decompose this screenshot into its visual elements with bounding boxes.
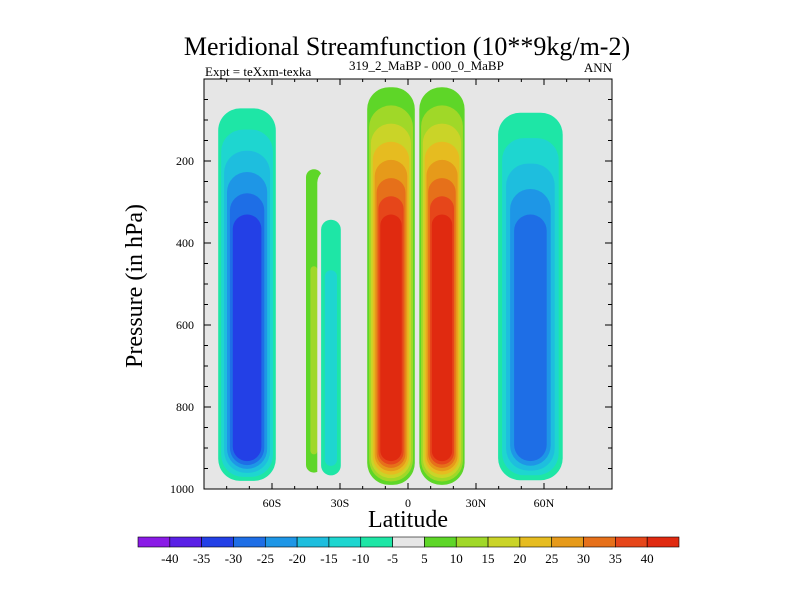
southern-midlat-weak-positive-cell-contour-10 bbox=[310, 266, 318, 455]
colorbar-label: -40 bbox=[161, 551, 178, 566]
colorbar-label: 40 bbox=[641, 551, 654, 566]
colorbar-box bbox=[328, 536, 362, 548]
northern-midlat-negative-cell-contour-neg30 bbox=[514, 214, 547, 462]
colorbar-label: -15 bbox=[320, 551, 337, 566]
colorbar-label: 15 bbox=[482, 551, 495, 566]
colorbar-label: -20 bbox=[288, 551, 305, 566]
x-tick-label: 0 bbox=[405, 496, 411, 510]
colorbar-box bbox=[487, 536, 521, 548]
northern-tropical-positive-cell-contour-40 bbox=[431, 214, 453, 462]
colorbar-box bbox=[137, 536, 171, 548]
colorbar-label: -10 bbox=[352, 551, 369, 566]
northern-midlat-negative-cell bbox=[494, 87, 567, 485]
northern-tropical-positive-cell bbox=[419, 87, 465, 485]
colorbar-box bbox=[392, 536, 425, 548]
colorbar-box bbox=[646, 536, 680, 548]
chart-title: Meridional Streamfunction (10**9kg/m-2) bbox=[184, 32, 630, 61]
y-tick-label: 600 bbox=[176, 318, 194, 332]
axes: 60S 30S 0 30N 60N 200 400 600 800 1000 bbox=[170, 78, 613, 510]
colorbar-box bbox=[519, 536, 553, 548]
x-tick-label: 30S bbox=[331, 496, 350, 510]
colorbar-box bbox=[360, 536, 393, 548]
x-tick-label: 30N bbox=[466, 496, 487, 510]
colorbar-box bbox=[583, 536, 616, 548]
colorbar-box bbox=[615, 536, 648, 548]
y-tick-label: 200 bbox=[176, 154, 194, 168]
colorbar: -40 -35 -30 -25 -20 -15 -10 -5 5 10 15 20 25 30 35 40 bbox=[137, 536, 680, 566]
contour-fields bbox=[215, 87, 567, 485]
y-tick-label: 1000 bbox=[170, 482, 194, 496]
colorbar-box bbox=[424, 536, 457, 548]
colorbar-label: 5 bbox=[421, 551, 428, 566]
chart-subtitle-center: 319_2_MaBP - 000_0_MaBP bbox=[349, 58, 504, 73]
colorbar-box bbox=[201, 536, 234, 548]
chart-subtitle-left: Expt = teXxm-texka bbox=[205, 64, 311, 79]
equatorial-positive-cell bbox=[367, 87, 415, 485]
colorbar-label: 10 bbox=[450, 551, 463, 566]
southern-subpolar-negative-cell bbox=[215, 87, 279, 485]
colorbar-label: 35 bbox=[609, 551, 622, 566]
colorbar-box bbox=[296, 536, 330, 548]
colorbar-label: -25 bbox=[257, 551, 274, 566]
colorbar-label: 20 bbox=[513, 551, 526, 566]
colorbar-label: 30 bbox=[577, 551, 590, 566]
x-tick-label: 60N bbox=[534, 496, 555, 510]
colorbar-label: -35 bbox=[193, 551, 210, 566]
y-tick-label: 400 bbox=[176, 236, 194, 250]
equatorial-positive-cell-contour-40 bbox=[380, 214, 402, 462]
y-axis-title: Pressure (in hPa) bbox=[122, 204, 148, 368]
colorbar-box bbox=[455, 536, 489, 548]
colorbar-box bbox=[264, 536, 298, 548]
colorbar-box bbox=[233, 536, 266, 548]
colorbar-label: -5 bbox=[387, 551, 398, 566]
colorbar-box bbox=[169, 536, 202, 548]
southern-midlat-negative-cell bbox=[317, 169, 345, 485]
colorbar-box bbox=[551, 536, 584, 548]
southern-midlat-negative-cell-contour-neg15 bbox=[324, 270, 337, 466]
x-axis-title: Latitude bbox=[368, 507, 448, 533]
chart-subtitle-right: ANN bbox=[584, 60, 613, 75]
x-tick-label: 60S bbox=[263, 496, 282, 510]
y-tick-label: 800 bbox=[176, 400, 194, 414]
colorbar-label: -30 bbox=[225, 551, 242, 566]
colorbar-label: 25 bbox=[545, 551, 558, 566]
southern-subpolar-negative-cell-contour-neg35 bbox=[232, 214, 262, 462]
